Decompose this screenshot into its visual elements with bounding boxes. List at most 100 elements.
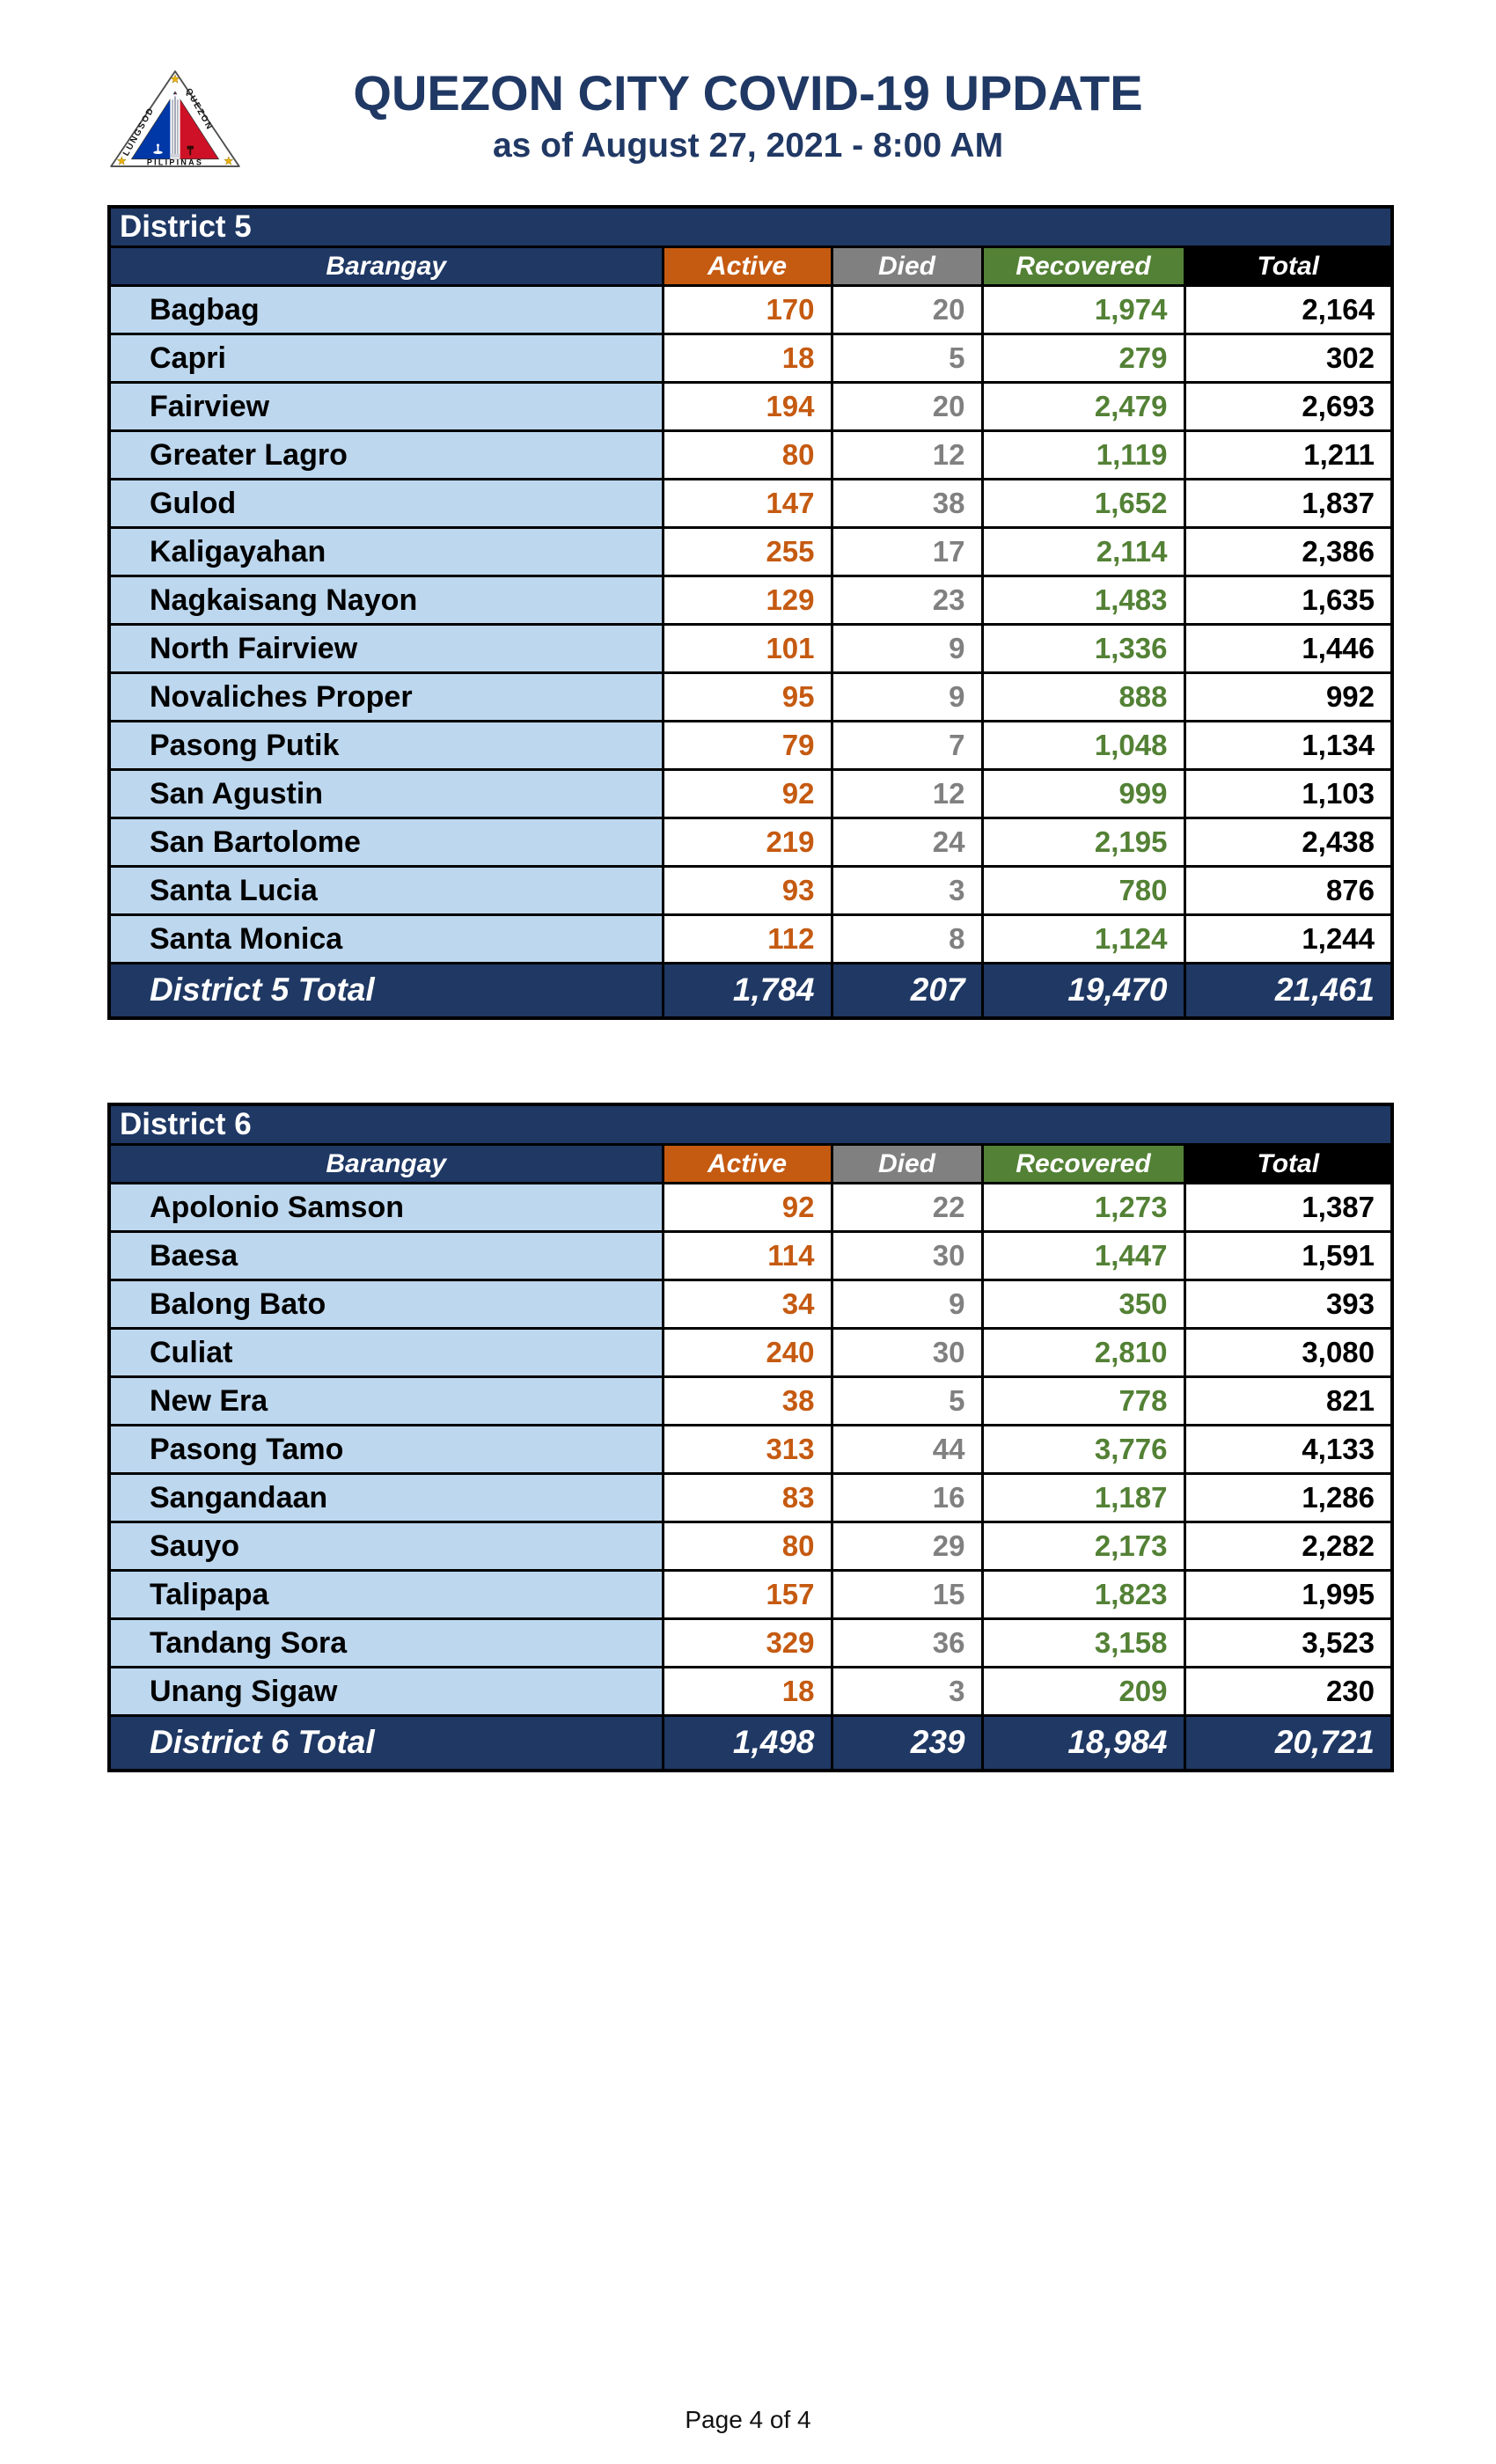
table-row: San Agustin 92 12 999 1,103 — [107, 768, 1394, 819]
table-row: Santa Monica 112 8 1,124 1,244 — [107, 913, 1394, 964]
cell-active: 38 — [661, 1375, 833, 1426]
cell-recovered: 2,173 — [980, 1521, 1186, 1572]
column-header-died: Died — [830, 1143, 984, 1184]
total-barangay: District 6 Total — [107, 1714, 664, 1771]
cell-barangay: Pasong Putik — [107, 720, 664, 771]
cell-total: 3,523 — [1183, 1617, 1394, 1668]
cell-active: 93 — [661, 865, 833, 916]
cell-died: 44 — [830, 1424, 984, 1475]
cell-died: 22 — [830, 1182, 984, 1233]
cell-died: 5 — [830, 1375, 984, 1426]
cell-active: 194 — [661, 381, 833, 432]
cell-recovered: 780 — [980, 865, 1186, 916]
cell-barangay: Unang Sigaw — [107, 1666, 664, 1717]
column-header-barangay: Barangay — [107, 1143, 664, 1184]
cell-total: 876 — [1183, 865, 1394, 916]
cell-recovered: 2,479 — [980, 381, 1186, 432]
cell-died: 3 — [830, 865, 984, 916]
table-row: Apolonio Samson 92 22 1,273 1,387 — [107, 1182, 1394, 1233]
table-row: Tandang Sora 329 36 3,158 3,523 — [107, 1617, 1394, 1668]
cell-total: 2,693 — [1183, 381, 1394, 432]
page-subtitle: as of August 27, 2021 - 8:00 AM — [492, 127, 1004, 165]
table-row: Sauyo 80 29 2,173 2,282 — [107, 1521, 1394, 1572]
table-row: Unang Sigaw 18 3 209 230 — [107, 1666, 1394, 1717]
cell-active: 80 — [661, 1521, 833, 1572]
cell-active: 329 — [661, 1617, 833, 1668]
cell-active: 34 — [661, 1279, 833, 1330]
cell-total: 302 — [1183, 333, 1394, 384]
cell-died: 9 — [830, 671, 984, 722]
cell-died: 36 — [830, 1617, 984, 1668]
district-5-table: District 5 Barangay Active Died Recovered Tot… — [107, 205, 1395, 1020]
table-row: Santa Lucia 93 3 780 876 — [107, 865, 1394, 916]
cell-barangay: Pasong Tamo — [107, 1424, 664, 1475]
cell-total: 3,080 — [1183, 1327, 1394, 1378]
cell-total: 1,995 — [1183, 1569, 1394, 1620]
table-row: Fairview 194 20 2,479 2,693 — [107, 381, 1394, 432]
column-header-row: Barangay Active Died Recovered Total — [107, 246, 1394, 287]
cell-barangay: Nagkaisang Nayon — [107, 575, 664, 626]
district-band-row: District 6 — [107, 1103, 1394, 1146]
table-row: Gulod 147 38 1,652 1,837 — [107, 478, 1394, 529]
seal-lamp-icon — [153, 143, 163, 155]
covid-table: District 6 Barangay Active Died Recovered Tot… — [107, 1103, 1395, 1772]
column-header-active: Active — [661, 246, 833, 287]
cell-died: 23 — [830, 575, 984, 626]
cell-barangay: Greater Lagro — [107, 429, 664, 480]
district-title: District 6 — [107, 1103, 1394, 1146]
cell-recovered: 1,447 — [980, 1230, 1186, 1281]
cell-active: 170 — [661, 284, 833, 335]
total-died: 207 — [830, 962, 984, 1019]
page-title: QUEZON CITY COVID-19 UPDATE — [353, 65, 1143, 121]
covid-table: District 5 Barangay Active Died Recovered Tot… — [107, 205, 1395, 1020]
table-row: Pasong Tamo 313 44 3,776 4,133 — [107, 1424, 1394, 1475]
cell-total: 1,211 — [1183, 429, 1394, 480]
cell-active: 157 — [661, 1569, 833, 1620]
cell-active: 18 — [661, 1666, 833, 1717]
cell-barangay: Talipapa — [107, 1569, 664, 1620]
cell-total: 821 — [1183, 1375, 1394, 1426]
cell-died: 30 — [830, 1230, 984, 1281]
cell-active: 79 — [661, 720, 833, 771]
total-total: 21,461 — [1183, 962, 1394, 1019]
cell-recovered: 1,048 — [980, 720, 1186, 771]
cell-active: 114 — [661, 1230, 833, 1281]
cell-barangay: San Agustin — [107, 768, 664, 819]
cell-recovered: 888 — [980, 671, 1186, 722]
cell-total: 1,446 — [1183, 623, 1394, 674]
cell-barangay: Tandang Sora — [107, 1617, 664, 1668]
cell-total: 2,164 — [1183, 284, 1394, 335]
column-header-recovered: Recovered — [980, 246, 1186, 287]
cell-barangay: Baesa — [107, 1230, 664, 1281]
table-row: Sangandaan 83 16 1,187 1,286 — [107, 1472, 1394, 1523]
table-row: Novaliches Proper 95 9 888 992 — [107, 671, 1394, 722]
cell-died: 17 — [830, 526, 984, 577]
cell-active: 18 — [661, 333, 833, 384]
cell-total: 1,134 — [1183, 720, 1394, 771]
cell-barangay: North Fairview — [107, 623, 664, 674]
page-footer: Page 4 of 4 — [685, 2406, 811, 2433]
cell-active: 255 — [661, 526, 833, 577]
cell-recovered: 209 — [980, 1666, 1186, 1717]
cell-recovered: 3,776 — [980, 1424, 1186, 1475]
column-header-recovered: Recovered — [980, 1143, 1186, 1184]
cell-recovered: 2,810 — [980, 1327, 1186, 1378]
cell-active: 92 — [661, 768, 833, 819]
cell-died: 20 — [830, 381, 984, 432]
cell-barangay: Sangandaan — [107, 1472, 664, 1523]
cell-active: 240 — [661, 1327, 833, 1378]
total-total: 20,721 — [1183, 1714, 1394, 1771]
total-barangay: District 5 Total — [107, 962, 664, 1019]
cell-died: 16 — [830, 1472, 984, 1523]
column-header-barangay: Barangay — [107, 246, 664, 287]
cell-barangay: Gulod — [107, 478, 664, 529]
cell-died: 24 — [830, 817, 984, 868]
cell-died: 30 — [830, 1327, 984, 1378]
cell-died: 15 — [830, 1569, 984, 1620]
cell-died: 7 — [830, 720, 984, 771]
cell-barangay: New Era — [107, 1375, 664, 1426]
table-row: Baesa 114 30 1,447 1,591 — [107, 1230, 1394, 1281]
cell-active: 313 — [661, 1424, 833, 1475]
total-recovered: 18,984 — [980, 1714, 1186, 1771]
column-header-row: Barangay Active Died Recovered Total — [107, 1143, 1394, 1184]
